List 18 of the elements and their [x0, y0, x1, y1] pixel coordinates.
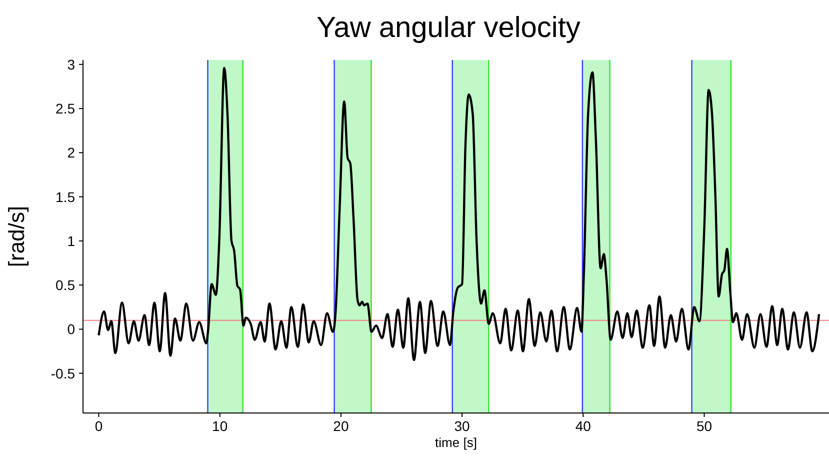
x-tick-label: 50 — [696, 418, 712, 434]
x-tick-label: 0 — [94, 418, 103, 434]
y-tick-label: 1 — [67, 232, 76, 249]
y-tick-label: 0.5 — [56, 277, 76, 294]
x-tick-label: 10 — [212, 418, 228, 434]
y-tick-label: 0 — [67, 321, 76, 338]
y-tick-label: 1.5 — [56, 188, 76, 205]
x-tick-label: 40 — [575, 418, 592, 434]
y-axis-title: [rad/s] — [4, 206, 29, 268]
line-series — [98, 66, 820, 362]
y-tick-label: 2.5 — [56, 100, 76, 117]
y-tick-label: 3 — [67, 56, 76, 72]
x-tick-label: 20 — [333, 418, 349, 434]
x-tick-label: 30 — [454, 418, 470, 434]
y-tick-label: -0.5 — [50, 365, 76, 382]
chart-title: Yaw angular velocity — [316, 11, 582, 46]
x-axis-title: time [s] — [435, 435, 477, 450]
y-tick-label: 2 — [67, 144, 76, 161]
